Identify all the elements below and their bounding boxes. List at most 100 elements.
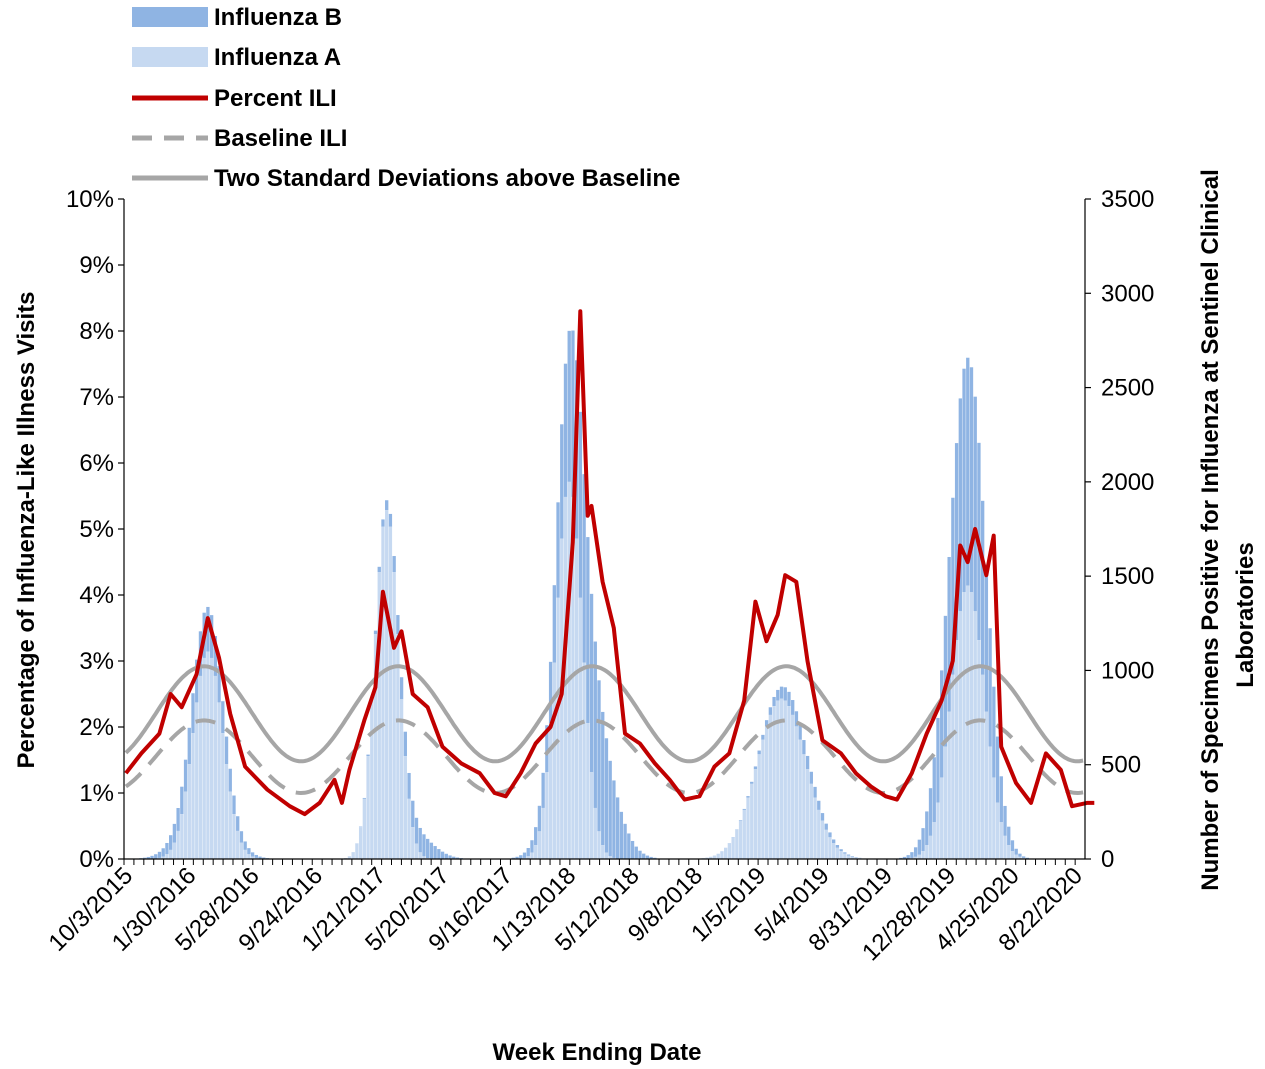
influenza-b-bar bbox=[217, 666, 221, 703]
influenza-b-bar bbox=[843, 852, 847, 854]
influenza-a-bar bbox=[232, 814, 236, 859]
influenza-b-bar bbox=[910, 852, 914, 858]
influenza-b-bar bbox=[917, 839, 922, 855]
influenza-b-bar bbox=[630, 840, 635, 859]
influenza-b-bar bbox=[146, 856, 150, 859]
influenza-a-bar bbox=[548, 723, 553, 859]
influenza-b-bar bbox=[809, 771, 813, 784]
influenza-a-bar bbox=[768, 714, 773, 859]
left-tick-label: 9% bbox=[79, 252, 114, 279]
right-tick-label: 3000 bbox=[1101, 280, 1154, 307]
influenza-b-bar bbox=[597, 680, 601, 832]
influenza-b-bar bbox=[1003, 805, 1007, 836]
influenza-b-bar bbox=[787, 691, 791, 707]
influenza-a-bar bbox=[556, 597, 560, 859]
influenza-b-bar bbox=[951, 497, 955, 675]
influenza-a-bar bbox=[709, 856, 713, 859]
influenza-b-bar bbox=[817, 800, 821, 810]
influenza-a-bar bbox=[731, 837, 735, 859]
influenza-b-bar bbox=[653, 857, 657, 859]
influenza-b-bar bbox=[362, 797, 367, 799]
influenza-b-bar bbox=[247, 848, 251, 855]
influenza-b-bar bbox=[593, 641, 597, 808]
influenza-b-bar bbox=[161, 848, 165, 857]
influenza-b-bar bbox=[940, 670, 944, 778]
influenza-b-bar bbox=[563, 363, 568, 497]
influenza-b-bar bbox=[820, 813, 825, 821]
influenza-a-bar bbox=[846, 855, 851, 859]
influenza-b-bar bbox=[552, 585, 556, 663]
influenza-a-bar bbox=[198, 675, 203, 859]
right-tick-label: 3500 bbox=[1101, 186, 1154, 213]
influenza-b-bar bbox=[1007, 826, 1011, 846]
influenza-a-bar bbox=[981, 674, 985, 859]
influenza-b-bar bbox=[645, 855, 650, 859]
right-axis-ticks: 0 500 1000 1500 2000 2500 3000 3500 bbox=[1085, 186, 1154, 873]
influenza-b-bar bbox=[254, 854, 258, 858]
legend-swatch-influenza-b bbox=[132, 7, 208, 27]
influenza-b-bar bbox=[243, 841, 247, 850]
influenza-a-bar bbox=[347, 856, 352, 859]
influenza-a-bar bbox=[913, 856, 918, 859]
influenza-b-bar bbox=[995, 736, 1000, 803]
influenza-b-bar bbox=[969, 367, 974, 593]
influenza-a-bar bbox=[757, 754, 761, 859]
influenza-a-bar bbox=[1018, 856, 1022, 859]
left-tick-label: 8% bbox=[79, 318, 114, 345]
influenza-b-bar bbox=[392, 556, 396, 573]
influenza-a-bar bbox=[601, 845, 605, 859]
influenza-a-bar bbox=[411, 827, 415, 859]
influenza-a-bar bbox=[794, 726, 799, 859]
influenza-b-bar bbox=[954, 443, 959, 641]
percent-ili-line bbox=[124, 309, 1095, 817]
influenza-a-bar bbox=[999, 821, 1003, 859]
influenza-a-bar bbox=[973, 611, 977, 859]
influenza-b-bar bbox=[999, 776, 1003, 822]
influenza-b-bar bbox=[399, 677, 404, 700]
influenza-a-bar bbox=[358, 827, 363, 859]
influenza-a-bar bbox=[575, 538, 579, 859]
influenza-b-bar bbox=[165, 842, 169, 855]
influenza-a-bar bbox=[392, 572, 396, 859]
influenza-b-bar bbox=[366, 754, 370, 757]
legend: Influenza B Influenza A Percent ILI Base… bbox=[132, 4, 680, 192]
influenza-a-bar bbox=[832, 843, 836, 859]
influenza-b-bar bbox=[586, 537, 590, 724]
influenza-a-bar bbox=[854, 857, 858, 859]
influenza-a-bar bbox=[969, 592, 974, 859]
influenza-b-bar bbox=[187, 727, 191, 765]
right-tick-label: 0 bbox=[1101, 846, 1114, 873]
influenza-a-bar bbox=[247, 854, 251, 859]
influenza-b-bar bbox=[794, 711, 799, 727]
influenza-b-bar bbox=[779, 686, 784, 699]
influenza-a-bar bbox=[385, 510, 389, 859]
influenza-b-bar bbox=[1021, 856, 1026, 858]
influenza-b-bar bbox=[601, 711, 605, 846]
influenza-a-bar bbox=[213, 675, 218, 859]
influenza-b-bar bbox=[619, 811, 624, 859]
influenza-b-bar bbox=[1025, 857, 1030, 859]
influenza-b-bar bbox=[612, 780, 616, 858]
influenza-b-bar bbox=[604, 738, 609, 853]
influenza-b-bar bbox=[157, 851, 162, 858]
legend-label-baseline-ili: Baseline ILI bbox=[214, 125, 347, 152]
influenza-a-bar bbox=[206, 651, 210, 859]
influenza-b-bar bbox=[623, 823, 627, 859]
influenza-b-bar bbox=[578, 411, 583, 598]
influenza-a-bar bbox=[805, 769, 810, 859]
influenza-a-bar bbox=[761, 739, 765, 859]
influenza-a-bar bbox=[422, 856, 426, 859]
influenza-b-bar bbox=[768, 707, 773, 715]
influenza-b-bar bbox=[385, 500, 389, 511]
influenza-a-bar bbox=[381, 526, 385, 859]
right-tick-label: 2500 bbox=[1101, 375, 1154, 402]
influenza-b-bar bbox=[448, 855, 452, 859]
influenza-a-bar bbox=[809, 783, 813, 859]
influenza-a-bar bbox=[608, 856, 612, 859]
influenza-b-bar bbox=[615, 797, 620, 859]
left-tick-label: 5% bbox=[79, 516, 114, 543]
influenza-a-bar bbox=[787, 706, 791, 859]
influenza-b-bar bbox=[813, 786, 817, 798]
influenza-b-bar bbox=[839, 849, 843, 852]
